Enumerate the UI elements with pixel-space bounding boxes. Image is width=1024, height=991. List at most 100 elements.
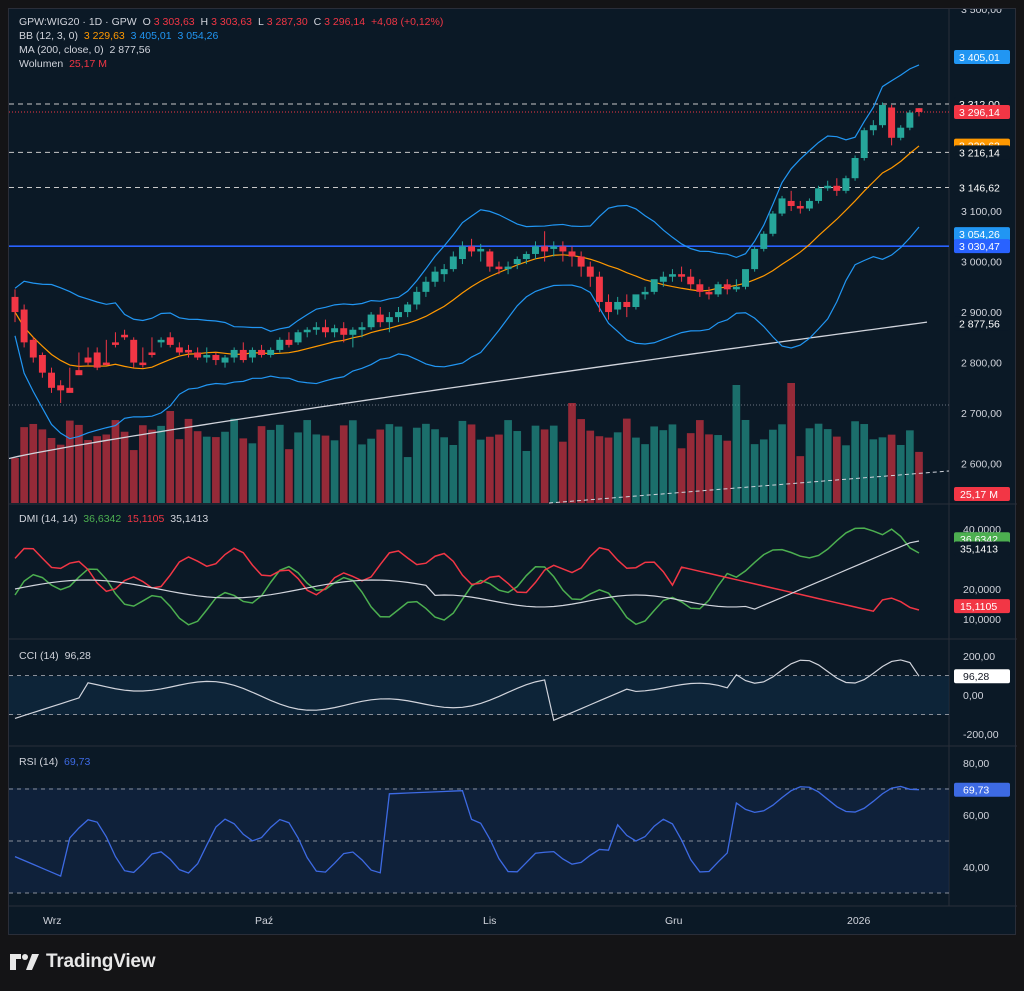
- bb-row[interactable]: BB (12, 3, 0) 3 229,63 3 405,01 3 054,26: [19, 29, 446, 43]
- candle-body: [93, 352, 101, 368]
- volume-bar: [641, 444, 649, 503]
- ma-label: MA (200, close, 0): [19, 44, 104, 56]
- price-tag-label: 3 146,62: [959, 182, 1000, 194]
- volume-bar: [47, 437, 56, 503]
- price-tick-label: 3 500,00: [961, 9, 1002, 16]
- volume-bar: [403, 457, 412, 503]
- volume-bar: [422, 423, 430, 503]
- candle-body: [678, 274, 686, 277]
- cci-tick-label: -200,00: [963, 729, 999, 741]
- tradingview-logo-icon: [10, 954, 39, 970]
- volume-bar: [248, 443, 257, 503]
- volume-bar: [321, 435, 330, 503]
- candle-body: [851, 158, 859, 179]
- candle-body: [194, 352, 202, 358]
- volume-bar: [860, 424, 869, 503]
- volume-bar: [56, 444, 65, 503]
- volume-bar: [686, 433, 695, 503]
- volume-bar: [851, 421, 859, 503]
- time-axis-label: Gru: [665, 915, 683, 927]
- volume-tag-label: 25,17 M: [960, 489, 998, 501]
- volume-bar: [193, 431, 202, 503]
- volume-bar: [650, 426, 659, 503]
- candle-body: [732, 286, 740, 290]
- adx-value: 35,1413: [170, 513, 209, 525]
- candle-body: [668, 274, 676, 277]
- volume-bar: [230, 418, 238, 503]
- volume-bar: [759, 439, 768, 503]
- candle-body: [321, 327, 329, 333]
- candle-body: [495, 266, 503, 270]
- volume-bar: [412, 427, 421, 503]
- price-tag: [954, 316, 1010, 331]
- volume-bar: [622, 418, 631, 503]
- candle-body: [805, 200, 813, 209]
- candle-body: [395, 312, 402, 318]
- candle-body: [121, 334, 129, 338]
- bb-mid-value: 3 229,63: [83, 30, 125, 42]
- candle-body: [586, 266, 594, 277]
- cci-tick-label: 200,00: [963, 651, 995, 663]
- volume-bar: [604, 437, 613, 503]
- volume-bar: [915, 451, 923, 503]
- rsi-tick-label: 80,00: [963, 758, 989, 770]
- volume-bar: [65, 420, 74, 503]
- candle-body: [532, 246, 539, 254]
- price-tick-label: 2 800,00: [961, 358, 1002, 370]
- volume-bar: [275, 424, 284, 503]
- volume-bar: [632, 437, 640, 503]
- volume-bar: [832, 436, 841, 503]
- candle-body: [760, 233, 768, 249]
- dmi-tag-label: 15,1105: [960, 601, 997, 613]
- dmi-minus-line: [14, 546, 920, 613]
- low-value: 3 287,30: [266, 16, 308, 28]
- candle-body: [486, 251, 494, 267]
- candle-body: [212, 354, 220, 361]
- change-value: +4,08 (+0,12%): [370, 16, 444, 28]
- candle-body: [869, 125, 877, 131]
- rsi-legend[interactable]: RSI (14) 69,73: [19, 755, 93, 769]
- candle-body: [522, 253, 530, 260]
- price-tick-label: 2 900,00: [961, 307, 1002, 319]
- dmi-tick-label: 10,0000: [963, 614, 1001, 626]
- cci-band: [9, 676, 949, 715]
- candle-body: [714, 284, 722, 295]
- volume-bar: [303, 420, 312, 503]
- candle-body: [860, 130, 868, 159]
- volume-bar: [431, 429, 439, 503]
- volume-bar: [869, 439, 878, 503]
- price-tag: [954, 180, 1010, 195]
- candle-body: [897, 127, 905, 138]
- h-label: H: [200, 16, 209, 28]
- candle-body: [504, 266, 512, 270]
- candle-body: [632, 294, 640, 308]
- ma-row[interactable]: MA (200, close, 0) 2 877,56: [19, 43, 446, 57]
- chart-canvas[interactable]: 3 500,00 3 100,00 3 000,00 2 900,00 2 800,00…: [9, 9, 1017, 936]
- candle-body: [349, 329, 357, 335]
- tradingview-logo[interactable]: TradingView: [10, 951, 156, 973]
- candle-body: [842, 178, 850, 191]
- candle-body: [778, 198, 786, 214]
- volume-bar: [93, 436, 102, 503]
- volume-bar: [339, 425, 348, 503]
- volume-bar: [212, 437, 220, 503]
- volume-bar: [84, 439, 92, 503]
- volume-bar: [495, 434, 503, 503]
- volume-bar: [120, 431, 129, 503]
- dmi-plus-line: [14, 527, 920, 626]
- candle-body: [38, 354, 46, 373]
- c-label: C: [313, 16, 322, 28]
- candle-body: [404, 304, 412, 313]
- dmi-legend[interactable]: DMI (14, 14) 36,6342 15,1105 35,1413: [19, 512, 211, 526]
- dmi-plus-value: 36,6342: [83, 513, 122, 525]
- volume-bar: [394, 426, 403, 503]
- bb-upper-line: [14, 64, 920, 332]
- cci-value: 96,28: [64, 650, 91, 662]
- chart-frame[interactable]: 3 500,00 3 100,00 3 000,00 2 900,00 2 800,00…: [8, 8, 1017, 936]
- volume-bar: [285, 449, 293, 503]
- price-tick-label: 3 000,00: [961, 257, 1002, 269]
- cci-legend[interactable]: CCI (14) 96,28: [19, 649, 94, 663]
- volume-row[interactable]: Wolumen 25,17 M: [19, 57, 446, 71]
- candle-body: [815, 188, 823, 201]
